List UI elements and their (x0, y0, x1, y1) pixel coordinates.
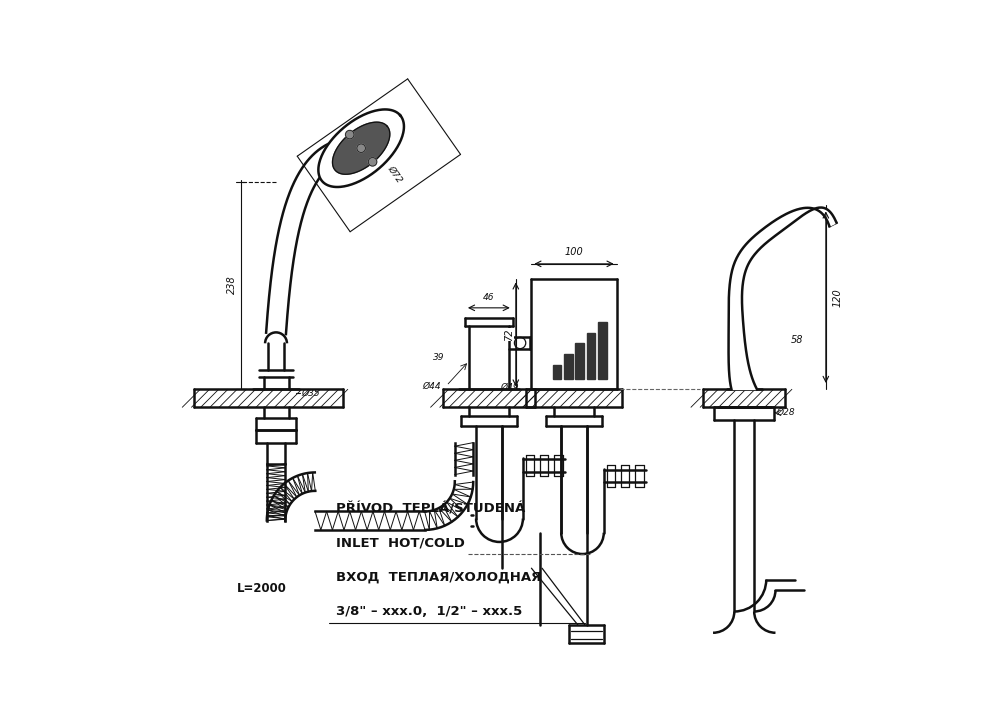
Circle shape (346, 130, 354, 139)
Text: 238: 238 (227, 275, 237, 294)
Text: 120: 120 (833, 288, 843, 307)
Text: 3/8" – xxx.0,  1/2" – xxx.5: 3/8" – xxx.0, 1/2" – xxx.5 (337, 605, 522, 618)
Bar (586, 332, 595, 379)
Text: Ø35: Ø35 (301, 388, 320, 398)
Bar (598, 322, 606, 379)
Text: 58: 58 (790, 335, 803, 345)
Text: 72: 72 (503, 328, 513, 340)
Text: PŘÍVOD  TEPLÁ/STUDENÁ: PŘÍVOD TEPLÁ/STUDENÁ (337, 503, 525, 516)
Circle shape (369, 157, 377, 166)
Text: Ø44: Ø44 (422, 381, 441, 390)
Text: L=2000: L=2000 (237, 581, 287, 595)
Polygon shape (333, 122, 390, 174)
Bar (575, 343, 584, 379)
Text: 100: 100 (564, 247, 583, 257)
Polygon shape (319, 109, 404, 187)
Bar (552, 365, 561, 379)
Text: 46: 46 (484, 293, 495, 302)
Polygon shape (728, 207, 836, 390)
Text: Ø72: Ø72 (386, 164, 404, 184)
Text: 39: 39 (433, 353, 445, 362)
Text: INLET  HOT/COLD: INLET HOT/COLD (337, 537, 466, 550)
Text: ВХОД  ТЕПЛАЯ/ХОЛОДНАЯ: ВХОД ТЕПЛАЯ/ХОЛОДНАЯ (337, 571, 541, 584)
Text: Ø28: Ø28 (776, 408, 795, 418)
Text: Ø49: Ø49 (500, 383, 518, 392)
Bar (564, 354, 572, 379)
Circle shape (357, 144, 366, 152)
